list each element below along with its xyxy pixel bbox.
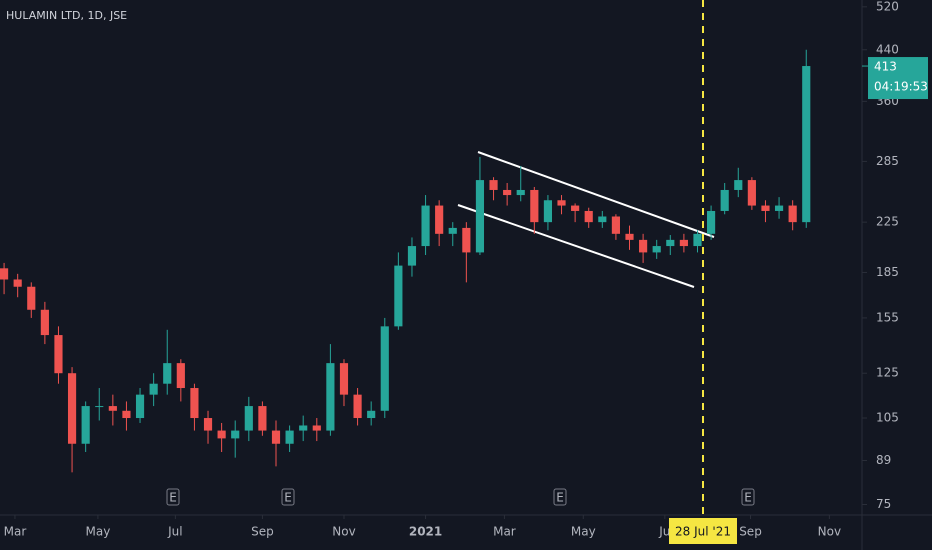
candle-body [747, 180, 756, 206]
y-tick-label: 285 [876, 154, 899, 168]
x-tick-label: May [85, 525, 110, 539]
x-tick-label: Jul [167, 525, 182, 539]
candle-body [108, 406, 117, 411]
last-price: 413 [874, 60, 897, 74]
x-tick-label: Nov [818, 525, 841, 539]
event-marker: E [284, 491, 292, 505]
candle-body [299, 425, 308, 431]
event-marker-box [166, 488, 180, 506]
candle-body [367, 410, 376, 419]
event-marker: E [169, 491, 177, 505]
candle-body [584, 210, 593, 223]
event-marker-box [281, 488, 295, 506]
x-tick-label: May [571, 525, 596, 539]
candle-body [679, 239, 688, 247]
candle-body [557, 200, 566, 206]
y-tick-label: 125 [876, 366, 899, 380]
x-tick-label: Sep [251, 525, 274, 539]
candle-body [788, 205, 797, 223]
candle-body [394, 265, 403, 327]
event-marker-box [741, 488, 755, 506]
candle-body [149, 383, 158, 395]
candle-body [802, 66, 811, 223]
candle-body [271, 430, 281, 444]
candle-body [503, 189, 512, 196]
candle-body [543, 200, 553, 223]
candle-body [774, 205, 784, 211]
candle-body [95, 406, 104, 408]
y-tick-label: 520 [876, 0, 899, 13]
y-tick-label: 155 [876, 310, 899, 324]
chart-title: HULAMIN LTD, 1D, JSE [6, 9, 127, 22]
channel-lower [457, 204, 695, 288]
event-marker: E [744, 491, 752, 505]
y-tick-label: 225 [876, 215, 899, 229]
candle-body [40, 309, 49, 336]
crosshair-date-box [669, 518, 737, 544]
x-tick-label: Sep [739, 525, 762, 539]
event-marker-box [553, 488, 567, 506]
candle-body [190, 388, 199, 419]
candle-body [244, 406, 253, 431]
event-marker: E [556, 491, 564, 505]
candle-body [516, 189, 525, 196]
candle-body [530, 189, 539, 223]
candle-body [163, 363, 172, 384]
candle-body [407, 246, 417, 266]
candle-body [435, 205, 444, 234]
candle-body [81, 406, 90, 444]
candle-body [448, 227, 457, 234]
candle-body [258, 406, 267, 431]
y-tick-label: 185 [876, 265, 899, 279]
candle-body [380, 326, 389, 411]
candle-body [339, 363, 349, 395]
candle-body [176, 363, 185, 389]
candle-body [598, 216, 607, 223]
candle-body [475, 180, 485, 253]
candle-body [625, 233, 634, 240]
candle-body [231, 430, 240, 439]
candle-body [27, 286, 36, 310]
candle-body [761, 205, 770, 211]
y-tick-label: 440 [876, 42, 899, 56]
candle-body [54, 335, 63, 374]
x-tick-label: Mar [493, 525, 516, 539]
candle-body [652, 246, 661, 253]
channel-upper [477, 151, 715, 238]
candle-body [326, 363, 335, 431]
candle-body [67, 373, 77, 444]
candle-body [203, 418, 213, 431]
candle-body [217, 430, 226, 439]
crosshair-date: 28 Jul '21 [675, 525, 731, 539]
candle-body [122, 410, 131, 419]
candle-body [135, 394, 145, 419]
candle-body [611, 216, 620, 234]
last-price-box [868, 57, 928, 100]
candle-body [0, 268, 9, 280]
candle-body [285, 430, 294, 444]
candle-body [734, 180, 743, 190]
y-tick-label: 89 [876, 453, 891, 467]
candle-body [693, 233, 702, 247]
y-tick-label: 105 [876, 411, 899, 425]
y-tick-label: 75 [876, 497, 891, 511]
x-tick-label: Ju [658, 525, 670, 539]
candle-body [571, 205, 580, 211]
candle-body [13, 279, 22, 287]
candle-body [666, 239, 675, 247]
x-tick-label: 2021 [409, 525, 442, 539]
candle-body [707, 210, 716, 234]
candle-body [720, 189, 729, 211]
candle-body [421, 205, 430, 247]
candle-body [462, 227, 471, 253]
x-tick-label: Mar [4, 525, 27, 539]
x-tick-label: Nov [332, 525, 355, 539]
candle-body [639, 239, 648, 253]
countdown: 04:19:53 [874, 80, 928, 94]
candle-body [312, 425, 321, 431]
candle-body [489, 180, 498, 190]
candle-body [353, 394, 362, 419]
